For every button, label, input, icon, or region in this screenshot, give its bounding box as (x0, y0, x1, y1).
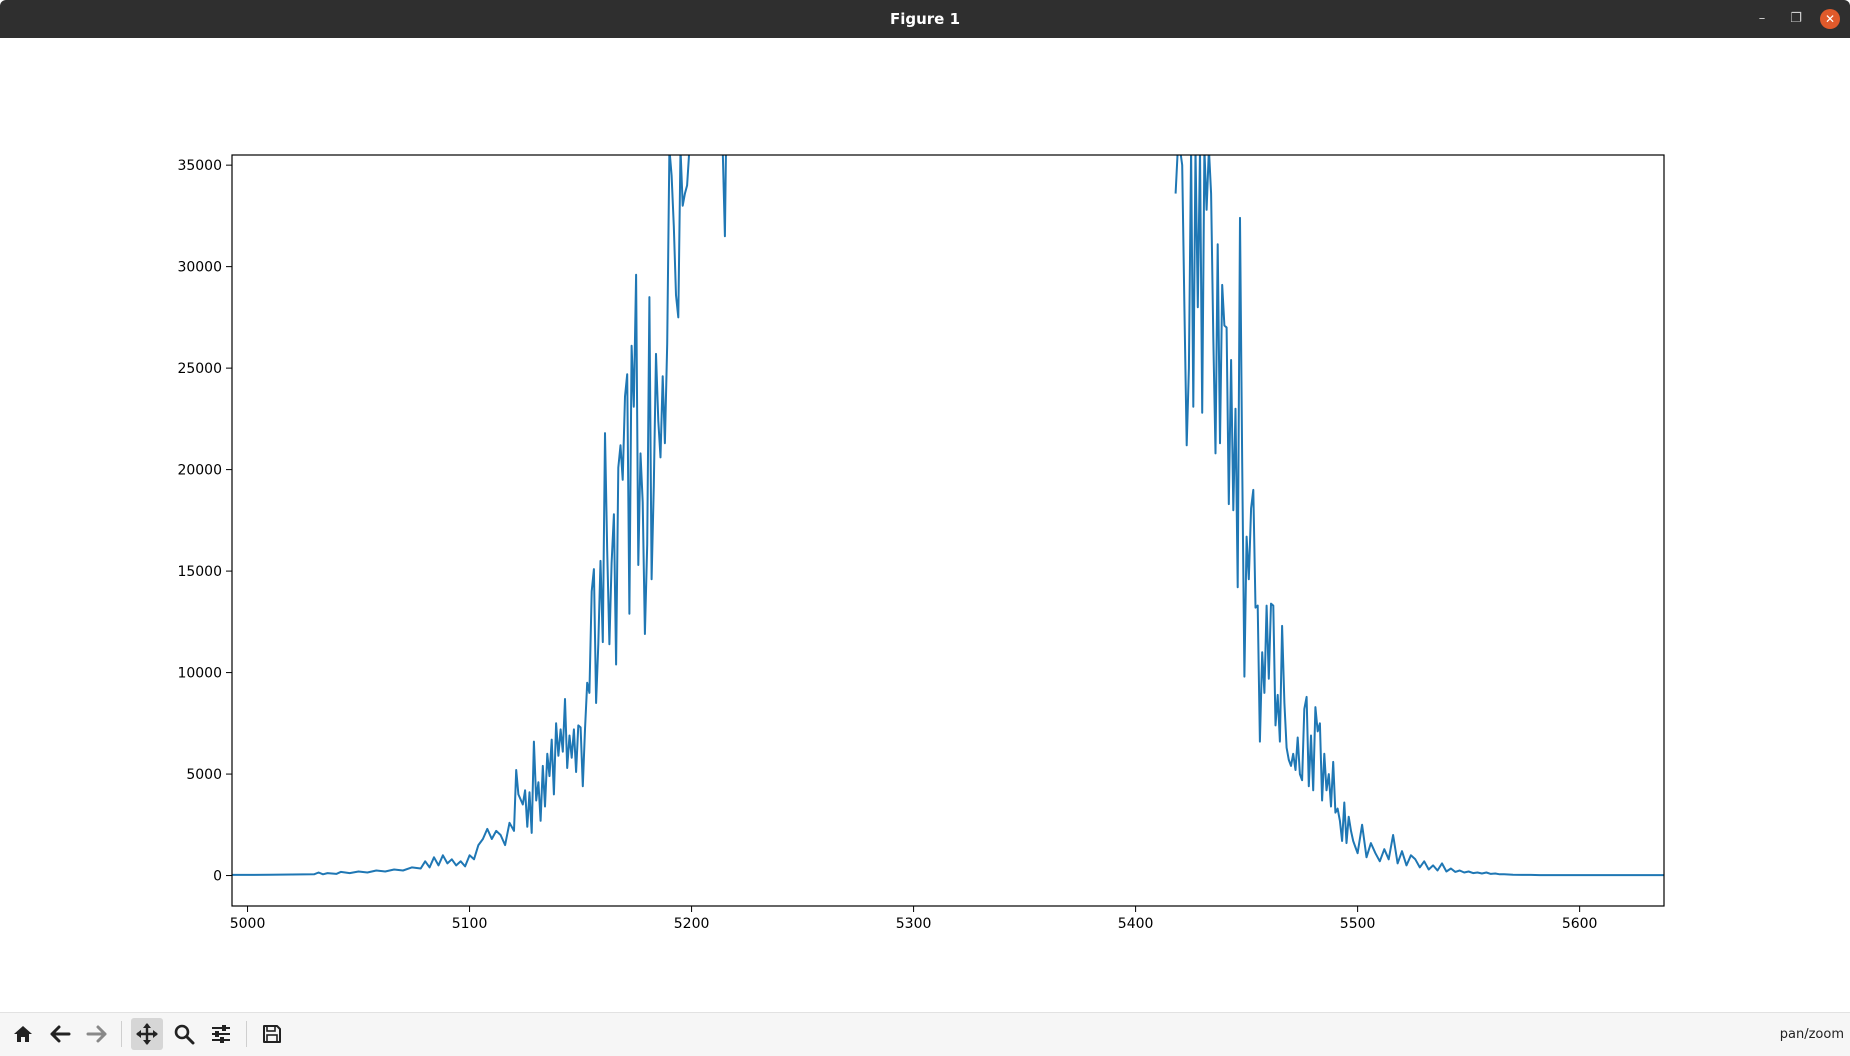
series-line-segment-3 (1174, 155, 1664, 877)
toolbar-status: pan/zoom (1779, 1027, 1844, 1042)
x-tick-label: 5200 (674, 916, 710, 932)
window-title: Figure 1 (889, 10, 961, 28)
figure-canvas[interactable]: 5000 5100 5200 5300 5400 5500 5600 0 5000 10000 15… (1, 38, 1849, 1012)
sliders-icon (212, 1025, 230, 1043)
y-tick-label: 25000 (177, 361, 222, 377)
arrow-left-icon (50, 1025, 71, 1043)
x-tick-label: 5300 (896, 916, 932, 932)
back-button[interactable] (44, 1018, 76, 1050)
minimize-icon[interactable]: – (1758, 11, 1766, 26)
move-icon (136, 1023, 158, 1045)
pan-button[interactable] (131, 1018, 163, 1050)
configure-subplots-button[interactable] (205, 1018, 237, 1050)
forward-button[interactable] (81, 1018, 113, 1050)
toolbar-separator (246, 1021, 247, 1047)
x-tick-label: 5000 (230, 916, 266, 932)
x-tick-label: 5400 (1118, 916, 1154, 932)
x-tick-label: 5500 (1340, 916, 1376, 932)
arrow-right-icon (86, 1025, 107, 1043)
y-tick-label: 30000 (177, 260, 222, 276)
y-tick-label: 20000 (177, 463, 222, 479)
line-chart[interactable]: 5000 5100 5200 5300 5400 5500 5600 0 5000 10000 15… (1, 38, 1849, 1012)
floppy-disk-icon (263, 1025, 281, 1043)
zoom-button[interactable] (168, 1018, 200, 1050)
axes-frame (231, 154, 1665, 907)
x-tick-label: 5100 (452, 916, 488, 932)
save-button[interactable] (256, 1018, 288, 1050)
toolbar-separator (121, 1021, 122, 1047)
home-button[interactable] (7, 1018, 39, 1050)
series-line-segment-2 (721, 155, 727, 238)
close-icon[interactable]: ✕ (1820, 9, 1840, 29)
series-line-segment-1 (232, 155, 691, 876)
restore-icon[interactable]: ❐ (1790, 11, 1802, 26)
x-tick-label: 5600 (1562, 916, 1598, 932)
y-tick-label: 35000 (177, 158, 222, 174)
magnifier-icon (174, 1024, 195, 1045)
y-tick-label: 15000 (177, 564, 222, 580)
y-tick-label: 0 (213, 869, 222, 885)
navigation-toolbar: pan/zoom (0, 1012, 1850, 1056)
home-icon (14, 1026, 32, 1042)
y-tick-label: 10000 (177, 666, 222, 682)
title-bar[interactable]: Figure 1 – ❐ ✕ (0, 0, 1850, 38)
y-tick-label: 5000 (186, 767, 222, 783)
